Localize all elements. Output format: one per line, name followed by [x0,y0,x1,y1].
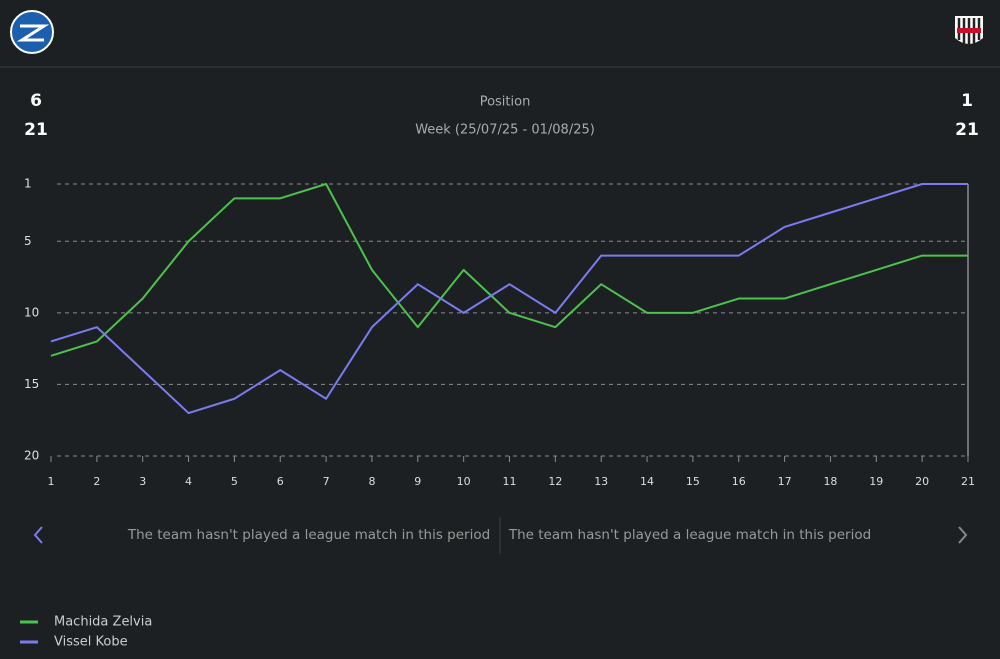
home-logo[interactable] [10,10,54,54]
x-tick-label: 7 [323,475,330,488]
x-tick-label: 13 [594,475,608,488]
chart-title: Position [480,95,531,110]
next-arrow[interactable] [958,526,968,544]
legend-label: Vissel Kobe [54,635,128,650]
x-tick-label: 3 [139,475,146,488]
x-tick-label: 1 [48,475,55,488]
prev-arrow[interactable] [33,526,43,544]
x-tick-label: 19 [869,475,883,488]
away-logo[interactable] [955,16,983,46]
x-tick-label: 8 [368,475,375,488]
series-line [50,183,968,415]
legend: Machida Zelvia Vissel Kobe [20,615,152,650]
legend-label: Machida Zelvia [54,615,152,630]
y-tick-label: 10 [24,305,39,319]
away-stat: 1 [961,91,973,111]
x-tick-label: 6 [277,475,284,488]
chart-subtitle: Week (25/07/25 - 01/08/25) [415,123,595,138]
no-match-message: The team hasn't played a league match in… [127,527,490,543]
away-stat: 21 [955,120,979,140]
x-tick-label: 2 [93,475,100,488]
x-tick-label: 10 [457,475,471,488]
y-tick-label: 20 [24,449,39,463]
x-tick-label: 18 [823,475,837,488]
x-tick-label: 16 [732,475,746,488]
y-tick-label: 15 [24,377,39,391]
x-tick-label: 4 [185,475,192,488]
x-tick-label: 21 [961,475,975,488]
x-tick-label: 12 [548,475,562,488]
x-tick-label: 15 [686,475,700,488]
y-tick-label: 1 [24,177,32,191]
x-tick-label: 5 [231,475,238,488]
x-tick-label: 11 [503,475,517,488]
home-stat: 6 [30,91,42,111]
x-tick-label: 20 [915,475,929,488]
home-stat: 21 [24,120,48,140]
y-tick-label: 5 [24,234,32,248]
x-tick-label: 14 [640,475,654,488]
x-tick-label: 9 [414,475,421,488]
series-line [50,183,968,357]
x-tick-label: 17 [778,475,792,488]
no-match-message: The team hasn't played a league match in… [508,527,871,543]
